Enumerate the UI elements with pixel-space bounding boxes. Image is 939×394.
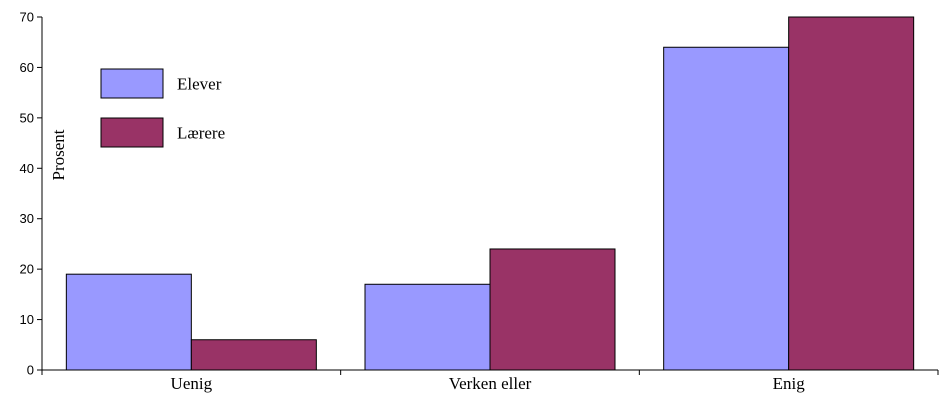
y-tick-label: 20 — [20, 262, 34, 277]
y-tick-label: 0 — [27, 363, 34, 378]
y-axis-title: Prosent — [49, 129, 68, 180]
bar-series-2-3 — [788, 16, 915, 371]
legend-swatch — [100, 68, 164, 99]
bar-series-1-3 — [663, 46, 790, 371]
y-tick-label: 60 — [20, 60, 34, 75]
y-tick-label: 30 — [20, 211, 34, 226]
bar-series-1-2 — [364, 283, 491, 371]
y-tick-label: 10 — [20, 312, 34, 327]
legend-label: Elever — [177, 75, 222, 94]
x-tick-label: Enig — [773, 374, 806, 393]
bar-series-2-1 — [190, 339, 317, 371]
x-tick-label: Uenig — [171, 374, 213, 393]
y-tick-label: 50 — [20, 110, 34, 125]
x-tick-label: Verken eller — [449, 374, 532, 393]
legend-label: Lærere — [177, 124, 225, 143]
bar-series-1-1 — [65, 273, 192, 371]
y-tick-label: 40 — [20, 161, 34, 176]
y-tick-label: 70 — [20, 10, 34, 25]
bar-series-2-2 — [489, 248, 616, 371]
legend-swatch — [100, 117, 164, 148]
